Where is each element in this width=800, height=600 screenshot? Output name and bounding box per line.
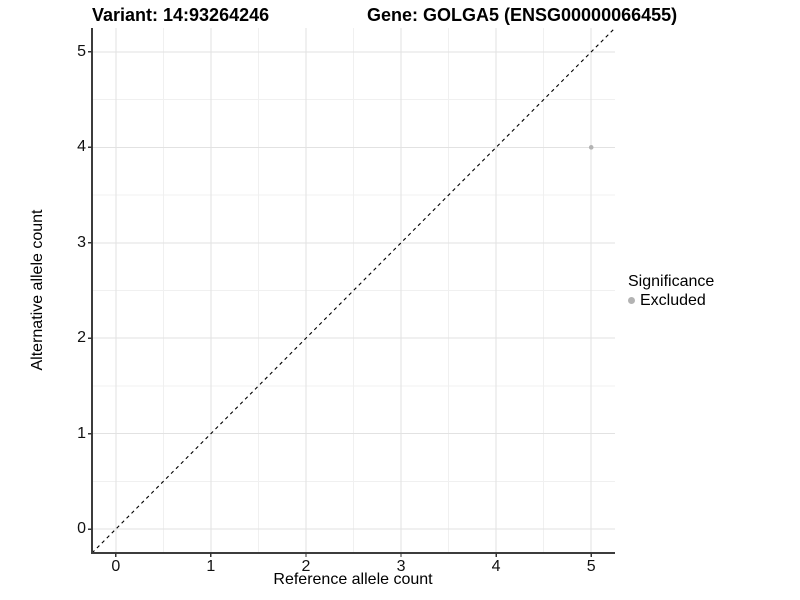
identity-reference-line: [91, 27, 616, 554]
y-axis-title: Alternative allele count: [29, 209, 46, 371]
legend-item-excluded: Excluded: [628, 291, 714, 310]
gene-title: Gene: GOLGA5 (ENSG00000066455): [367, 5, 678, 25]
x-tick-label: 0: [111, 558, 121, 575]
legend-item-label: Excluded: [640, 292, 706, 309]
y-tick-label: 4: [77, 138, 86, 156]
y-tick-label: 0: [77, 520, 86, 538]
data-point: [588, 145, 594, 150]
legend-title: Significance: [628, 273, 715, 290]
legend: Significance Excluded: [628, 272, 714, 310]
variant-title: Variant: 14:93264246: [92, 5, 270, 25]
x-axis-title: Reference allele count: [273, 571, 433, 588]
x-tick-label: 5: [586, 558, 596, 575]
x-tick-label: 1: [206, 558, 216, 575]
point-icon: [628, 297, 635, 304]
y-tick-label: 2: [77, 329, 86, 347]
x-tick-label: 4: [491, 558, 501, 575]
y-tick-label: 3: [77, 233, 86, 251]
y-tick-label: 5: [77, 42, 86, 60]
plot-title: Variant: 14:93264246 Gene: GOLGA5 (ENSG0…: [0, 5, 800, 27]
y-tick-label: 1: [77, 424, 86, 442]
x-tick-label: 3: [396, 558, 406, 575]
x-tick-label: 2: [301, 558, 311, 575]
